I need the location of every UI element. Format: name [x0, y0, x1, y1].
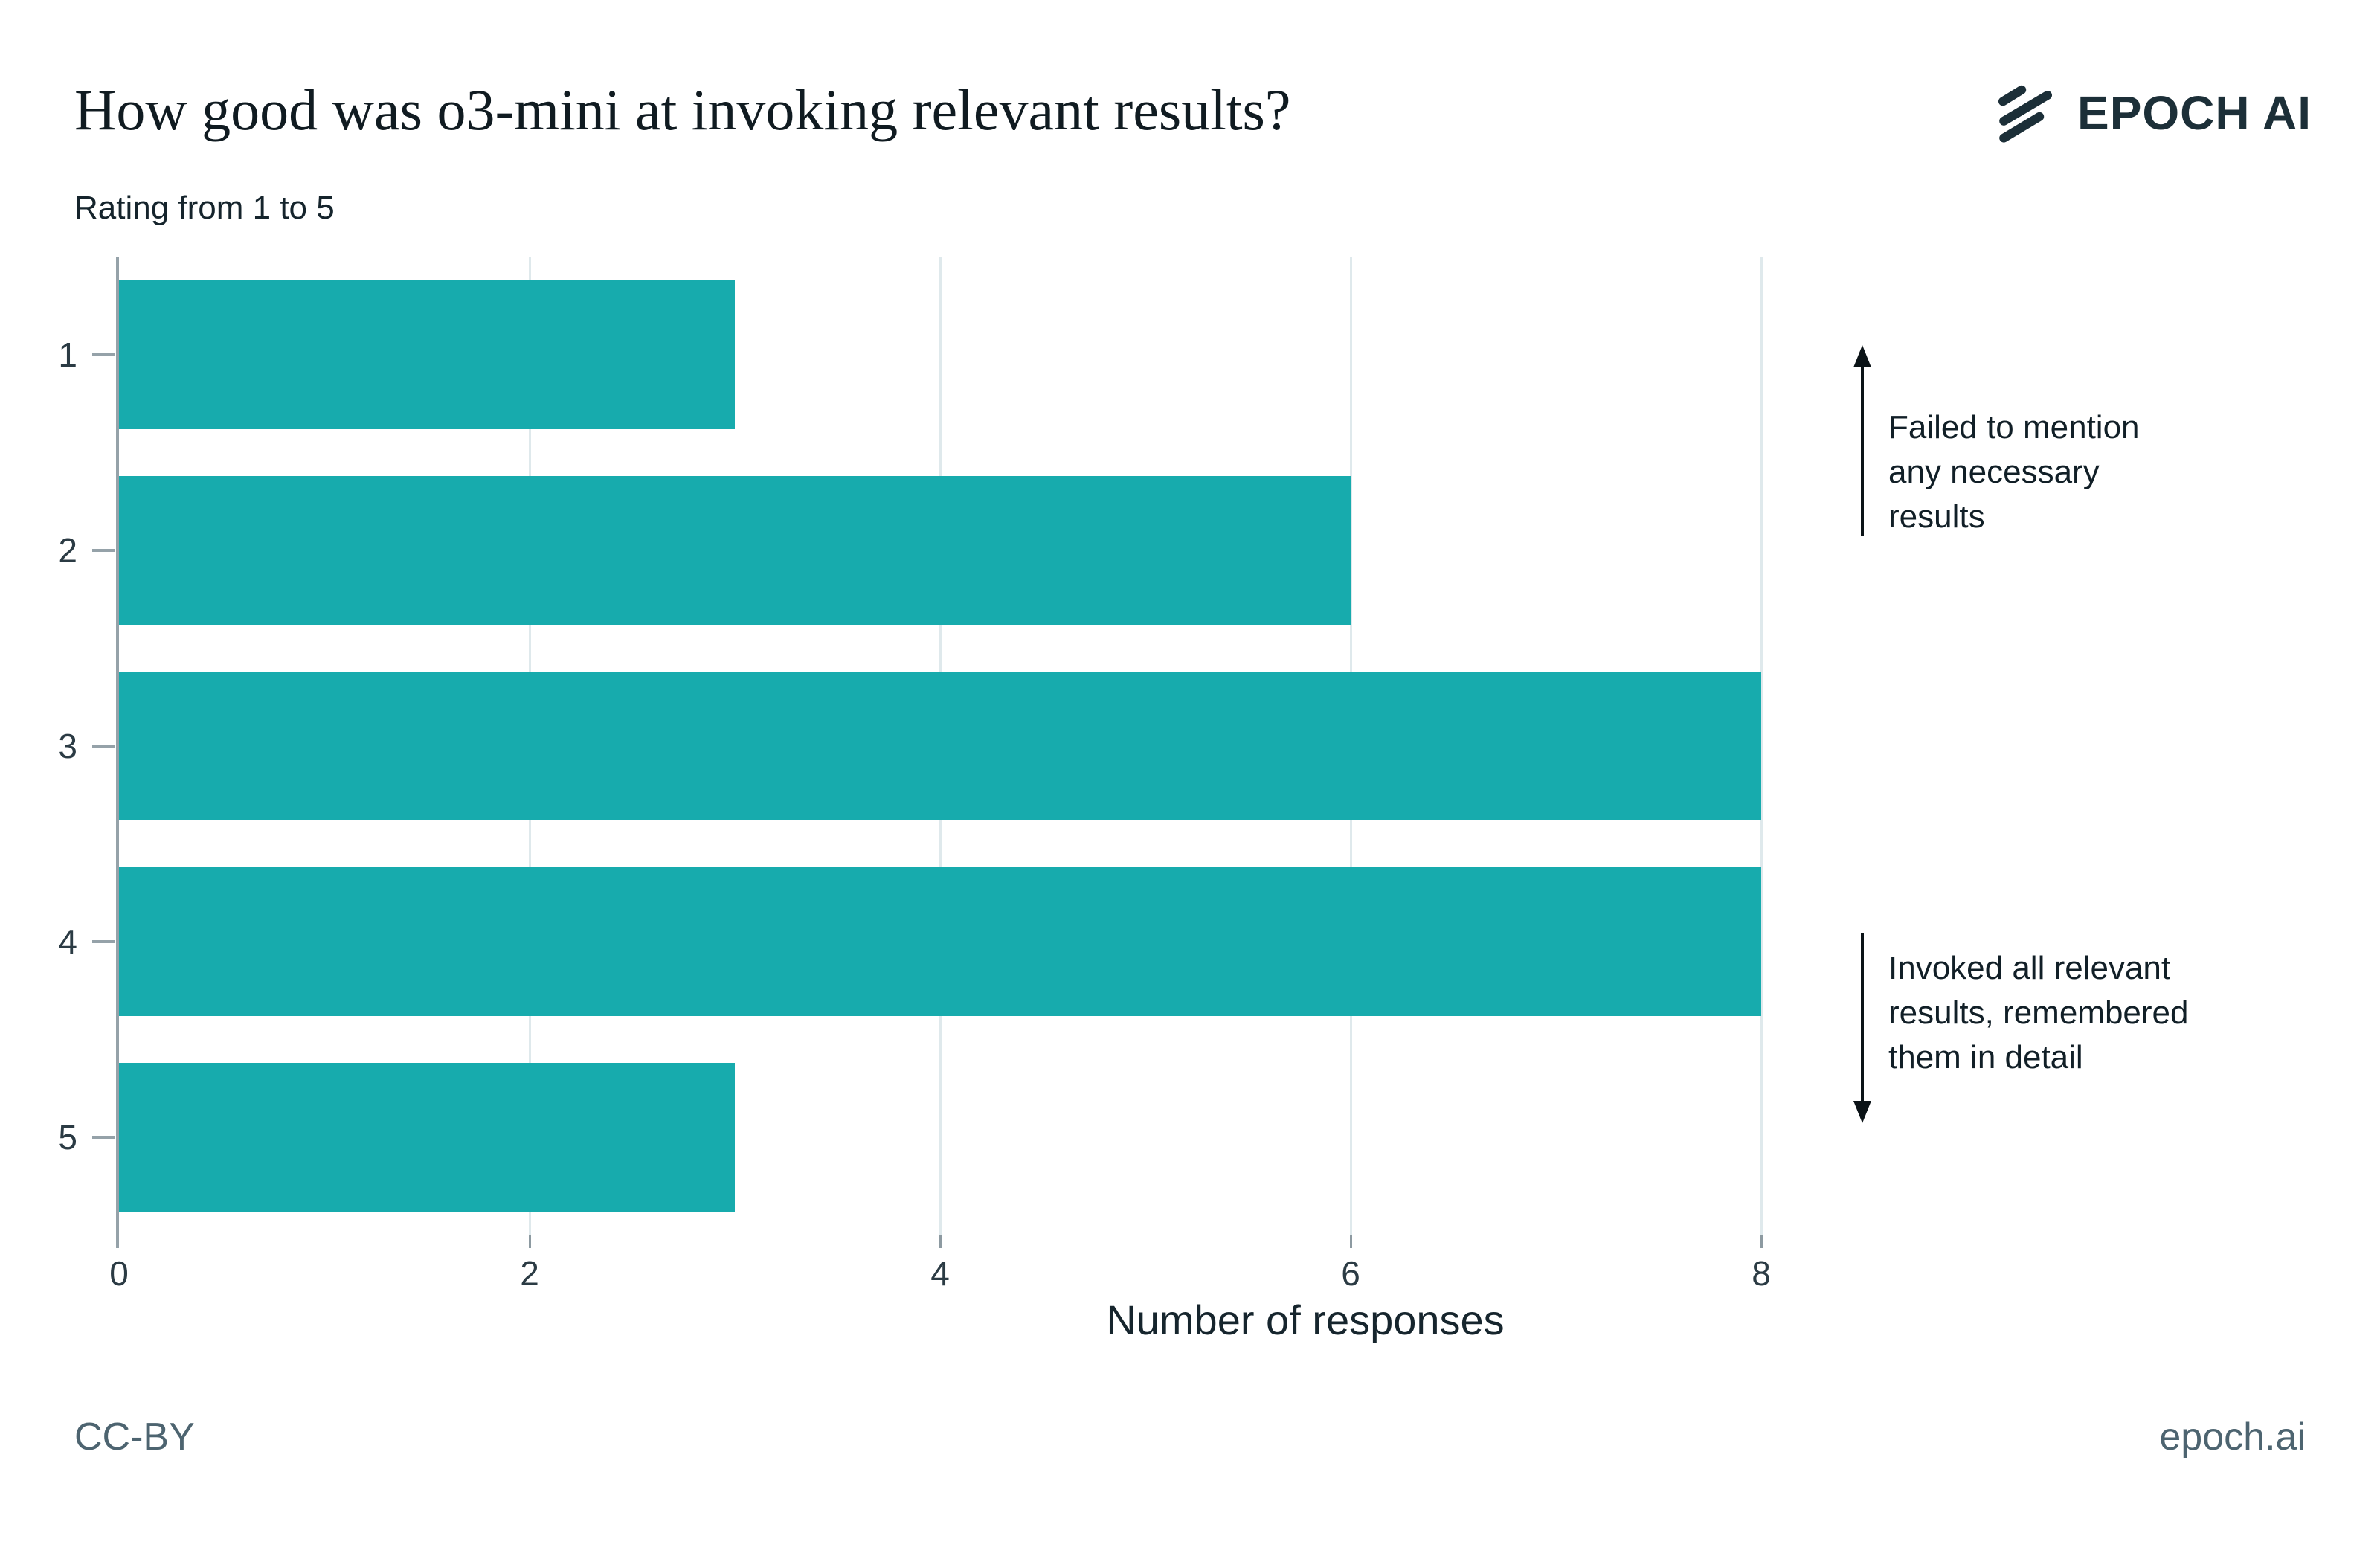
y-tick-label-1: 1 [58, 335, 77, 374]
x-tick-label-8: 8 [1752, 1254, 1771, 1293]
y-tick-label-2: 2 [58, 530, 77, 570]
bar-rating-2 [119, 475, 1351, 625]
chart-title: How good was o3-mini at invoking relevan… [74, 77, 1291, 142]
x-tick-label-2: 2 [520, 1254, 539, 1293]
license-label: CC-BY [74, 1415, 195, 1459]
y-tick-4 [92, 939, 115, 943]
epoch-site-label: epoch.ai [2159, 1415, 2306, 1459]
annotation-high-rating: Invoked all relevant results, remembered… [1888, 950, 2189, 1076]
x-tick-8 [1760, 1235, 1763, 1248]
bar-rating-5 [119, 1062, 735, 1212]
y-tick-label-3: 3 [58, 726, 77, 765]
gridline-x-8 [1760, 257, 1763, 1235]
bar-rating-4 [119, 867, 1761, 1016]
y-tick-1 [92, 353, 115, 356]
epoch-ai-logo: EPOCH AI [1995, 82, 2312, 144]
x-tick-6 [1349, 1235, 1352, 1248]
x-tick-label-0: 0 [109, 1254, 129, 1293]
arrow-up-icon [1853, 345, 1871, 536]
y-axis-line [116, 257, 119, 1248]
x-axis-title: Number of responses [1106, 1296, 1505, 1343]
y-tick-label-4: 4 [58, 922, 77, 961]
x-tick-label-6: 6 [1341, 1254, 1360, 1293]
bar-rating-1 [119, 280, 735, 429]
epoch-ai-logo-text: EPOCH AI [2077, 86, 2312, 140]
y-tick-2 [92, 548, 115, 552]
bar-chart-plot-area: 1 2 3 4 5 0 2 4 6 8 [58, 257, 1771, 1293]
epoch-ai-logo-icon [1998, 85, 2052, 143]
annotation-low-rating: Failed to mention any necessary results [1888, 409, 2140, 535]
x-tick-2 [528, 1235, 531, 1248]
y-tick-5 [92, 1135, 115, 1139]
bar-rating-3 [119, 671, 1761, 820]
x-tick-4 [939, 1235, 942, 1248]
x-tick-label-4: 4 [930, 1254, 950, 1293]
arrow-down-icon [1853, 933, 1871, 1123]
y-tick-3 [92, 744, 115, 748]
chart-subtitle: Rating from 1 to 5 [74, 190, 335, 226]
y-tick-label-5: 5 [58, 1117, 77, 1157]
